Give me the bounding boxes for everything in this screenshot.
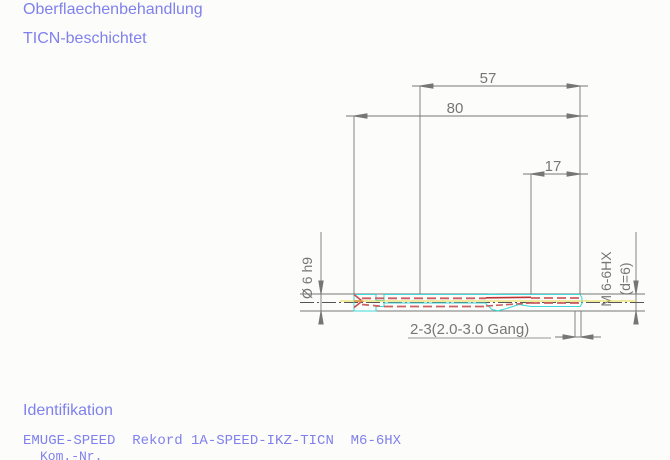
svg-text:M 6-6HX: M 6-6HX xyxy=(598,251,614,307)
svg-text:57: 57 xyxy=(480,70,497,87)
svg-text:Ø 6 h9: Ø 6 h9 xyxy=(299,257,315,299)
svg-text:2-3(2.0-3.0 Gang): 2-3(2.0-3.0 Gang) xyxy=(410,321,529,338)
svg-text:80: 80 xyxy=(447,100,464,117)
svg-text:17: 17 xyxy=(545,158,562,175)
svg-text:(d=6): (d=6) xyxy=(617,262,633,295)
